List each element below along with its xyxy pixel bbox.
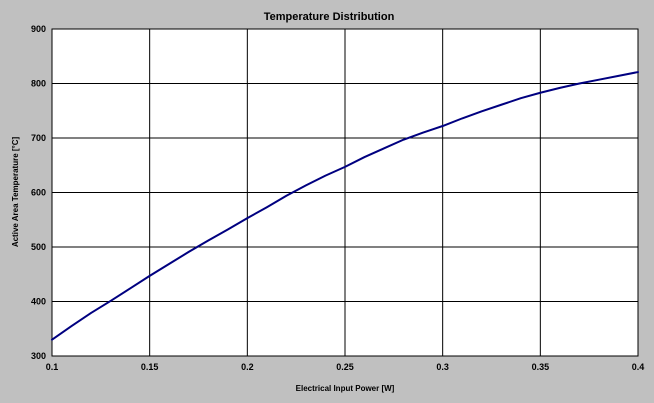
- x-tick-label: 0.2: [241, 362, 254, 372]
- y-tick-label: 600: [31, 188, 46, 198]
- plot-frame: [51, 28, 639, 357]
- y-tick-label: 700: [31, 133, 46, 143]
- x-tick-label: 0.4: [632, 362, 645, 372]
- x-tick-label: 0.35: [532, 362, 550, 372]
- plot-area: 0.1 0.15 0.2 0.25 0.3 0.35 0.4 300 400 500 600 700 8…: [31, 24, 644, 372]
- y-tick-label: 400: [31, 297, 46, 307]
- y-tick-label: 800: [31, 79, 46, 89]
- y-tick-label: 900: [31, 24, 46, 34]
- x-tick-label: 0.15: [141, 362, 159, 372]
- x-axis-label: Electrical Input Power [W]: [296, 384, 395, 393]
- x-tick-label: 0.1: [46, 362, 59, 372]
- x-tick-label: 0.3: [436, 362, 449, 372]
- x-tick-label: 0.25: [336, 362, 354, 372]
- y-axis-label: Active Area Temperature [°C]: [11, 136, 20, 247]
- chart-title: Temperature Distribution: [264, 11, 395, 23]
- y-tick-label: 500: [31, 242, 46, 252]
- series-line: [51, 71, 639, 341]
- y-tick-label: 300: [31, 351, 46, 361]
